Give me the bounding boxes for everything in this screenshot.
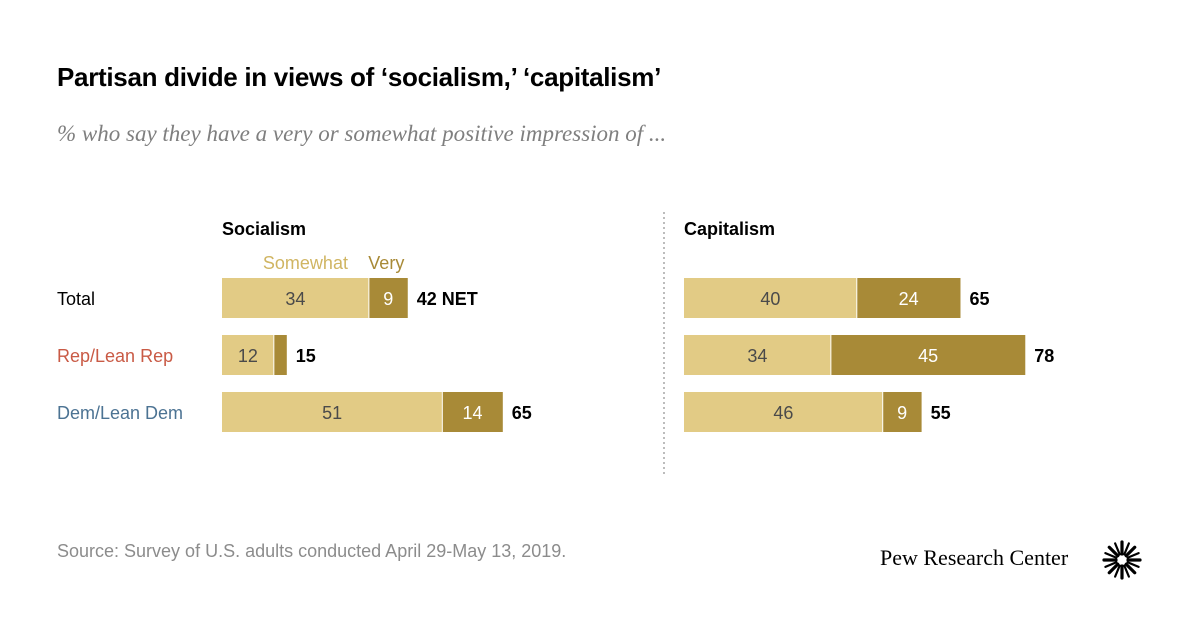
chart-title: Partisan divide in views of ‘socialism,’… xyxy=(57,62,662,92)
legend-somewhat: Somewhat xyxy=(263,253,348,273)
logo-ray xyxy=(1124,545,1137,558)
net-label: 65 xyxy=(969,289,989,309)
bar-value-somewhat: 40 xyxy=(760,289,780,309)
bar-very xyxy=(273,335,287,375)
net-label: 65 xyxy=(512,403,532,423)
sunburst-logo-icon xyxy=(1102,540,1142,580)
bar-somewhat xyxy=(684,278,857,318)
net-label: 55 xyxy=(931,403,951,423)
bar-somewhat xyxy=(684,392,883,432)
logo-ray xyxy=(1107,545,1120,558)
bar-value-very: 14 xyxy=(463,403,483,423)
bar-value-somewhat: 12 xyxy=(238,346,258,366)
brand-name: Pew Research Center xyxy=(880,545,1069,570)
bar-somewhat xyxy=(684,335,831,375)
category-label: Rep/Lean Rep xyxy=(57,346,173,366)
logo-ray xyxy=(1104,561,1118,568)
legend-very: Very xyxy=(368,253,404,273)
bar-very xyxy=(368,278,408,318)
logo-ray xyxy=(1126,561,1140,568)
bar-very xyxy=(442,392,503,432)
logo-ray xyxy=(1104,552,1118,559)
logo-ray xyxy=(1124,562,1137,575)
net-label: 42 NET xyxy=(417,289,478,309)
bar-very xyxy=(830,335,1026,375)
bar-very xyxy=(882,392,922,432)
category-label: Dem/Lean Dem xyxy=(57,403,183,423)
bar-value-somewhat: 34 xyxy=(747,346,767,366)
bar-value-somewhat: 34 xyxy=(285,289,305,309)
chart-subtitle: % who say they have a very or somewhat p… xyxy=(57,121,667,146)
logo-ray xyxy=(1114,542,1121,556)
bar-value-very: 24 xyxy=(899,289,919,309)
net-label: 78 xyxy=(1034,346,1054,366)
category-label: Total xyxy=(57,289,95,309)
bar-value-very: 9 xyxy=(383,289,393,309)
logo-ray xyxy=(1114,564,1121,578)
panel-title: Socialism xyxy=(222,219,306,239)
bar-value-very: 9 xyxy=(897,403,907,423)
logo-ray xyxy=(1123,564,1130,578)
bar-somewhat xyxy=(222,335,274,375)
bar-value-very: 45 xyxy=(918,346,938,366)
source-note: Source: Survey of U.S. adults conducted … xyxy=(57,541,567,561)
bar-very xyxy=(856,278,961,318)
bar-value-somewhat: 51 xyxy=(322,403,342,423)
logo-ray xyxy=(1123,542,1130,556)
panel-title: Capitalism xyxy=(684,219,775,239)
logo-ray xyxy=(1126,552,1140,559)
bar-value-somewhat: 46 xyxy=(773,403,793,423)
net-label: 15 xyxy=(296,346,316,366)
bar-somewhat xyxy=(222,392,443,432)
logo-ray xyxy=(1107,562,1120,575)
bar-somewhat xyxy=(222,278,369,318)
